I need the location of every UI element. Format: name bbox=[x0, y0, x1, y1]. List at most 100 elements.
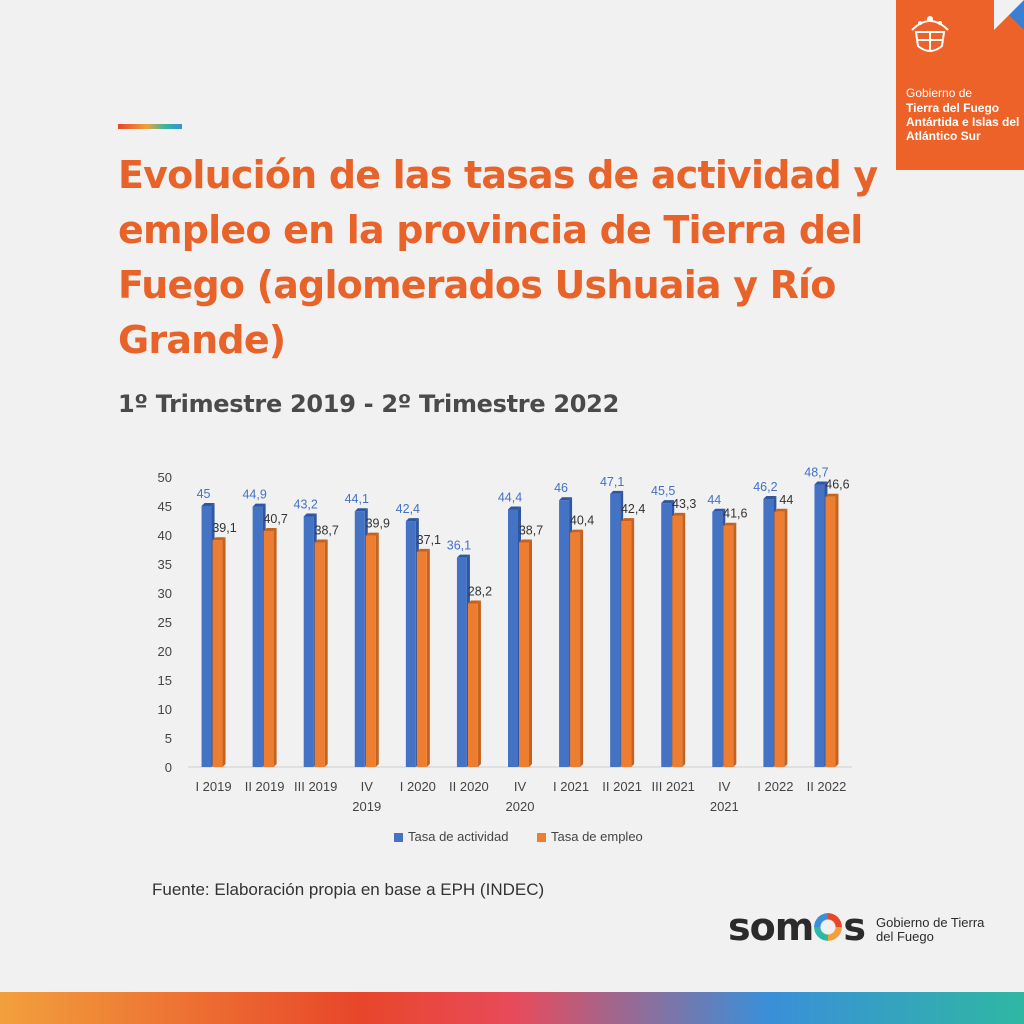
bar bbox=[621, 521, 632, 767]
bar-top bbox=[712, 508, 726, 512]
bar-side bbox=[733, 522, 737, 767]
data-label: 36,1 bbox=[447, 539, 471, 553]
y-tick-label: 10 bbox=[158, 702, 172, 717]
data-label: 46 bbox=[554, 481, 568, 495]
bar-top bbox=[354, 508, 368, 512]
x-tick-label: I 2019 bbox=[195, 779, 231, 794]
x-tick-label: II 2022 bbox=[807, 779, 847, 794]
bar bbox=[723, 525, 734, 767]
x-tick-label: II 2019 bbox=[245, 779, 285, 794]
somos-word-start: som bbox=[728, 905, 814, 949]
x-tick-label: 2020 bbox=[506, 799, 535, 814]
bar bbox=[774, 511, 785, 767]
bar bbox=[303, 516, 314, 767]
bar bbox=[814, 484, 825, 767]
data-label: 43,3 bbox=[672, 497, 696, 511]
bar-side bbox=[375, 532, 379, 767]
data-label: 42,4 bbox=[621, 502, 645, 516]
data-label: 37,1 bbox=[417, 533, 441, 547]
bar bbox=[416, 551, 427, 767]
source-note: Fuente: Elaboración propia en base a EPH… bbox=[152, 880, 545, 899]
legend-swatch bbox=[537, 833, 546, 842]
logo-line-1: Gobierno de bbox=[906, 86, 973, 100]
somos-ring-icon bbox=[814, 913, 843, 941]
legend-label: Tasa de empleo bbox=[551, 829, 643, 844]
bar bbox=[212, 540, 223, 767]
somos-tagline: Gobierno de Tierra del Fuego bbox=[876, 915, 985, 944]
bar-top bbox=[405, 518, 419, 522]
bar-side bbox=[529, 539, 532, 767]
x-tick-label: I 2022 bbox=[757, 779, 793, 794]
x-tick-label: IV bbox=[718, 779, 731, 794]
y-tick-label: 35 bbox=[158, 557, 172, 572]
data-label: 38,7 bbox=[519, 524, 543, 538]
data-label: 46,2 bbox=[753, 480, 777, 494]
bar-side bbox=[682, 512, 686, 767]
y-tick-label: 25 bbox=[158, 615, 172, 630]
bar-side bbox=[835, 493, 839, 767]
somos-word-end: s bbox=[843, 905, 866, 949]
bar bbox=[263, 530, 274, 767]
bar-top bbox=[416, 548, 430, 552]
bar bbox=[467, 603, 478, 767]
data-label: 40,4 bbox=[570, 514, 594, 528]
x-tick-label: IV bbox=[361, 779, 374, 794]
data-label: 39,9 bbox=[366, 517, 390, 531]
x-tick-label: II 2021 bbox=[602, 779, 642, 794]
bar-chart: 0 5 10 15 20 25 30 35 40 45 50 45 39,1 I 2019 44,9 40,7… bbox=[158, 466, 852, 844]
bar-top bbox=[467, 600, 481, 604]
bar-top bbox=[201, 503, 215, 506]
bar bbox=[763, 499, 774, 767]
bar-top bbox=[456, 554, 470, 558]
bar-top bbox=[559, 497, 573, 501]
data-label: 42,4 bbox=[396, 502, 420, 516]
y-tick-label: 15 bbox=[158, 673, 172, 688]
bar-top bbox=[365, 532, 379, 536]
y-tick-label: 0 bbox=[165, 760, 172, 775]
crest-icon bbox=[911, 16, 949, 52]
bar bbox=[456, 557, 467, 767]
bar-top bbox=[814, 481, 828, 485]
data-label: 43,2 bbox=[294, 497, 318, 511]
data-label: 48,7 bbox=[804, 466, 828, 480]
bar-side bbox=[426, 548, 430, 767]
bar-top bbox=[621, 518, 635, 522]
bar bbox=[354, 511, 365, 767]
bar-side bbox=[477, 600, 481, 767]
y-tick-label: 30 bbox=[158, 586, 172, 601]
x-tick-label: 2019 bbox=[352, 799, 381, 814]
bar-top bbox=[519, 539, 532, 543]
bar-side bbox=[273, 527, 277, 767]
bar-top bbox=[610, 490, 624, 494]
bar bbox=[201, 506, 212, 767]
bar bbox=[559, 500, 570, 767]
legend-label: Tasa de actividad bbox=[408, 829, 508, 844]
x-tick-label: II 2020 bbox=[449, 779, 489, 794]
data-label: 28,2 bbox=[468, 584, 492, 598]
bar-top bbox=[661, 500, 675, 504]
bar bbox=[365, 535, 376, 767]
bar bbox=[405, 521, 416, 767]
y-tick-label: 5 bbox=[165, 731, 172, 746]
data-label: 46,6 bbox=[825, 478, 849, 492]
page-title: Evolución de las tasas de actividad y em… bbox=[118, 153, 878, 362]
x-tick-label: IV bbox=[514, 779, 527, 794]
data-label: 44,1 bbox=[345, 492, 369, 506]
bar-side bbox=[324, 539, 328, 767]
bar-top bbox=[763, 496, 777, 500]
bar bbox=[314, 542, 325, 767]
bar-top bbox=[508, 506, 521, 510]
bar-top bbox=[672, 512, 686, 516]
government-logo: Gobierno de Tierra del Fuego Antártida e… bbox=[896, 0, 1024, 170]
x-tick-label: III 2021 bbox=[652, 779, 695, 794]
bottom-gradient-bar bbox=[0, 992, 1024, 1024]
bar-top bbox=[723, 522, 737, 526]
bar bbox=[672, 515, 683, 767]
data-label: 39,1 bbox=[212, 521, 236, 535]
x-tick-label: 2021 bbox=[710, 799, 739, 814]
y-tick-label: 50 bbox=[158, 470, 172, 485]
bar-top bbox=[314, 539, 328, 543]
y-tick-label: 20 bbox=[158, 644, 172, 659]
bar-top bbox=[252, 503, 266, 507]
bar bbox=[610, 493, 621, 767]
